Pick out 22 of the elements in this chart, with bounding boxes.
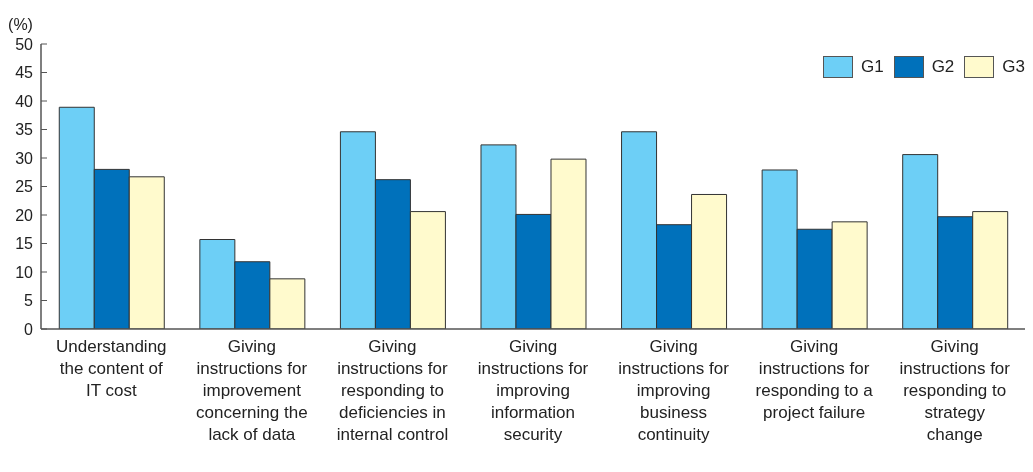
y-tick-label: 10: [15, 263, 34, 281]
x-tick-label: Giving instructions for responding to deficiencies in internal control: [336, 337, 449, 444]
y-tick-label: 50: [15, 35, 34, 53]
y-tick-label: 5: [24, 292, 34, 310]
y-tick-label: 0: [24, 320, 34, 338]
x-tick-label: Understanding the content of IT cost: [56, 337, 167, 400]
y-tick-label: 35: [15, 121, 34, 139]
x-tick-label: Giving instructions for responding to strategy change: [899, 337, 1011, 444]
y-axis-title: (%): [8, 16, 33, 33]
y-tick-label: 20: [15, 206, 34, 224]
x-tick-label: Giving instructions for responding to a project failure: [755, 337, 874, 422]
x-tick-label: Giving instructions for improving information security: [477, 337, 589, 444]
x-tick-label: Giving instructions for improvement concerning the lack of data: [196, 337, 308, 444]
y-tick-label: 40: [15, 92, 34, 110]
legend-label: G3: [1002, 57, 1025, 77]
y-tick-label: 45: [15, 64, 34, 82]
legend-label: G2: [931, 57, 955, 77]
y-tick-label: 30: [15, 149, 34, 167]
x-tick-label: Giving instructions for improving business continuity: [618, 337, 730, 444]
y-tick-label: 25: [15, 178, 34, 196]
legend-label: G1: [860, 57, 884, 77]
y-tick-label: 15: [15, 235, 34, 253]
